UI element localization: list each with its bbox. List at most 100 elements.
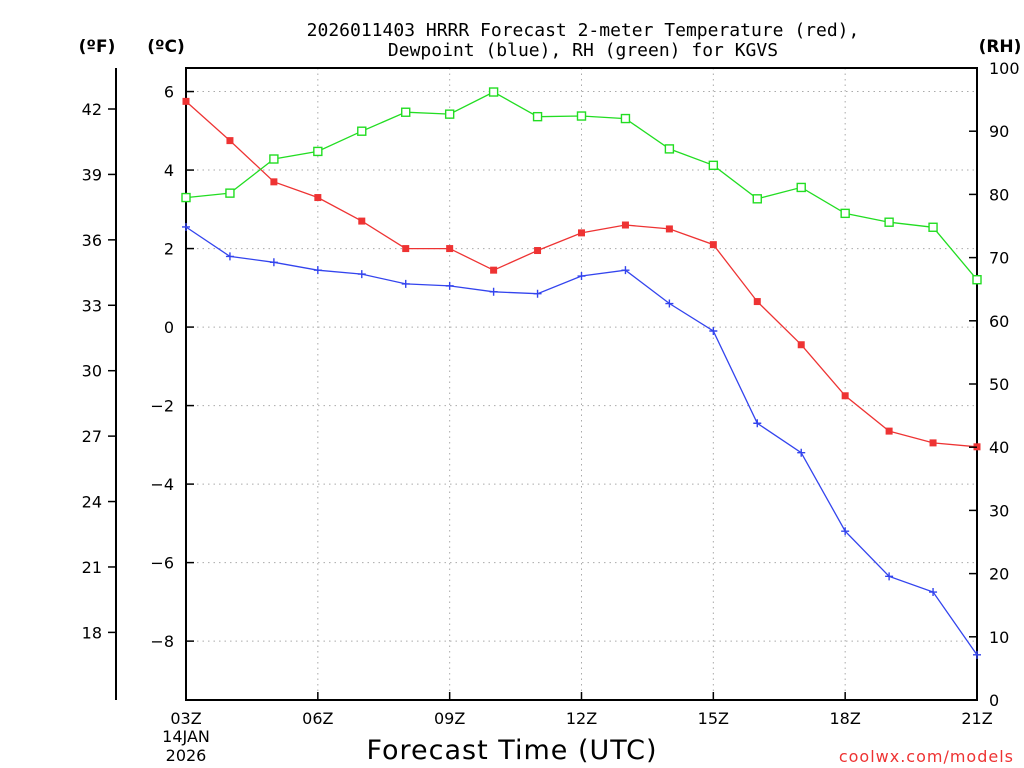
- date-label-month: 14JAN: [162, 727, 210, 746]
- dewpoint-point: [533, 289, 542, 298]
- celsius-tick-label: 0: [164, 318, 174, 337]
- dewpoint-point: [753, 419, 762, 428]
- rh-point: [225, 188, 235, 198]
- rh-point: [928, 222, 938, 232]
- x-axis-title: Forecast Time (UTC): [366, 735, 657, 766]
- rh-tick-label: 10: [989, 628, 1009, 647]
- fahrenheit-tick-label: 27: [82, 427, 102, 446]
- rh-point: [972, 275, 982, 285]
- fahrenheit-tick-label: 18: [82, 623, 102, 642]
- x-tick-label: 15Z: [698, 709, 729, 728]
- dewpoint-point: [885, 572, 894, 581]
- dewpoint-point: [973, 650, 981, 659]
- x-tick-label: 21Z: [961, 709, 992, 728]
- temperature-point: [226, 137, 234, 145]
- x-tick-label: 09Z: [434, 709, 465, 728]
- dewpoint-point: [665, 299, 674, 308]
- temperature-point: [490, 266, 498, 274]
- rh-point: [357, 126, 367, 136]
- dewpoint-point: [929, 588, 938, 597]
- x-tick-label: 12Z: [566, 709, 597, 728]
- temperature-point: [182, 97, 190, 105]
- rh-point: [313, 146, 323, 157]
- dewpoint-point: [489, 287, 498, 296]
- dewpoint-point: [401, 279, 410, 288]
- rh-point: [752, 194, 762, 204]
- fahrenheit-tick-label: 36: [82, 231, 102, 250]
- chart-title-line2: Dewpoint (blue), RH (green) for KGVS: [388, 40, 778, 61]
- fahrenheit-tick-label: 24: [82, 493, 102, 512]
- temperature-point: [753, 298, 761, 306]
- rh-tick-label: 60: [989, 312, 1009, 331]
- rh-point: [444, 109, 455, 119]
- fahrenheit-tick-label: 30: [82, 362, 102, 381]
- x-tick-label: 03Z: [170, 709, 201, 728]
- x-tick-label: 18Z: [830, 709, 861, 728]
- temperature-point: [709, 241, 717, 249]
- temperature-point: [797, 341, 805, 349]
- dewpoint-point: [313, 266, 322, 275]
- celsius-tick-label: −2: [150, 397, 174, 416]
- rh-point: [884, 217, 894, 227]
- celsius-tick-label: −4: [150, 475, 174, 494]
- dewpoint-point: [797, 448, 806, 457]
- temperature-point: [402, 245, 410, 253]
- celsius-axis-label: (ºC): [147, 37, 185, 57]
- rh-tick-label: 20: [989, 565, 1009, 584]
- dewpoint-point: [357, 270, 366, 279]
- dewpoint-point: [577, 272, 586, 281]
- temperature-point: [358, 217, 366, 225]
- rh-point: [620, 113, 631, 124]
- dewpoint-point: [621, 266, 630, 275]
- x-tick-label: 06Z: [302, 709, 333, 728]
- temperature-point: [314, 194, 322, 202]
- axes-layer: [115, 67, 978, 701]
- rh-tick-label: 40: [989, 438, 1009, 457]
- rh-tick-label: 100: [989, 59, 1020, 78]
- temperature-point: [270, 178, 278, 186]
- fahrenheit-axis-label: (ºF): [79, 37, 116, 57]
- rh-tick-label: 50: [989, 375, 1009, 394]
- dewpoint-point: [709, 327, 718, 336]
- rh-tick-label: 90: [989, 122, 1009, 141]
- celsius-tick-label: −6: [150, 554, 174, 573]
- rh-point: [708, 160, 719, 171]
- rh-point: [576, 111, 587, 121]
- rh-point: [269, 154, 279, 164]
- rh-point: [401, 107, 411, 117]
- temperature-point: [446, 245, 454, 253]
- temperature-point: [885, 427, 893, 435]
- rh-point: [796, 182, 806, 193]
- temperature-point: [929, 439, 937, 447]
- temperature-point: [578, 229, 585, 237]
- rh-tick-label: 70: [989, 249, 1009, 268]
- dewpoint-point: [269, 258, 278, 267]
- rh-tick-label: 0: [989, 691, 999, 710]
- fahrenheit-tick-label: 21: [82, 558, 102, 577]
- fahrenheit-tick-label: 39: [82, 165, 102, 184]
- rh-tick-label: 80: [989, 185, 1009, 204]
- rh-series: [181, 87, 982, 285]
- temperature-point: [665, 225, 673, 233]
- watermark: coolwx.com/models: [839, 747, 1014, 766]
- dewpoint-point: [182, 222, 190, 231]
- rh-point: [840, 208, 850, 219]
- rh-point: [532, 111, 543, 122]
- dewpoint-point: [841, 527, 850, 536]
- dewpoint-point: [225, 252, 234, 261]
- chart-title-line1: 2026011403 HRRR Forecast 2-meter Tempera…: [307, 20, 860, 41]
- temperature-point: [534, 247, 542, 255]
- temperature-point: [841, 392, 849, 400]
- fahrenheit-tick-label: 42: [82, 100, 102, 119]
- grid-layer: [186, 68, 977, 700]
- celsius-tick-label: 6: [164, 83, 174, 102]
- dewpoint-point: [445, 281, 454, 290]
- celsius-tick-label: −8: [150, 632, 174, 651]
- dewpoint-series: [182, 222, 981, 659]
- celsius-tick-label: 4: [164, 161, 174, 180]
- fahrenheit-tick-label: 33: [82, 296, 102, 315]
- temperature-point: [621, 221, 629, 229]
- rh-point: [181, 192, 191, 203]
- rh-tick-label: 30: [989, 501, 1009, 520]
